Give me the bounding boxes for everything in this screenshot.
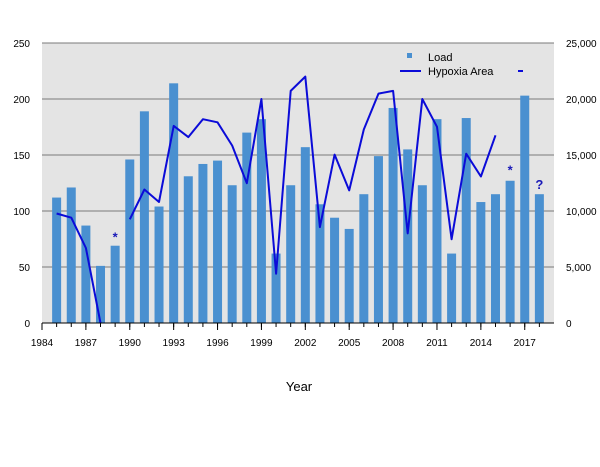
bar xyxy=(227,185,237,323)
x-tick-label: 1984 xyxy=(31,338,54,349)
hypoxia-line-segment xyxy=(56,212,102,324)
x-tick-label: 1987 xyxy=(75,338,98,349)
bar xyxy=(373,156,383,323)
x-tick-label: 2008 xyxy=(382,338,405,349)
y-left-tick-label: 100 xyxy=(13,207,30,218)
bar xyxy=(476,202,486,323)
annotation-mark: ? xyxy=(535,177,543,192)
legend: Load Hypoxia Area xyxy=(400,52,523,78)
bar xyxy=(490,194,500,323)
y-axis-left: 0 50 100 150 200 250 xyxy=(13,39,30,330)
bar xyxy=(286,185,296,323)
annotations: * *? xyxy=(113,162,544,244)
bar xyxy=(96,265,106,323)
bar xyxy=(344,228,354,323)
bar xyxy=(198,163,208,323)
bar xyxy=(256,119,266,323)
y-right-tick-label: 20,000 xyxy=(566,95,597,106)
bar xyxy=(315,204,325,323)
y-right-tick-label: 0 xyxy=(566,319,572,330)
bar xyxy=(154,206,164,323)
y-left-tick-label: 200 xyxy=(13,95,30,106)
bar xyxy=(242,132,252,323)
y-left-tick-label: 250 xyxy=(13,39,30,50)
y-right-tick-label: 25,000 xyxy=(566,39,597,50)
legend-load-swatch xyxy=(407,53,412,58)
y-right-tick-label: 10,000 xyxy=(566,207,597,218)
bar xyxy=(534,194,544,323)
y-left-tick-label: 0 xyxy=(24,319,30,330)
x-tick-label: 2011 xyxy=(426,338,448,349)
bar xyxy=(388,107,398,324)
bar xyxy=(403,149,413,323)
load-bars xyxy=(52,83,544,324)
y-right-tick-label: 5,000 xyxy=(566,263,591,274)
x-tick-label: 2014 xyxy=(470,338,493,349)
bar xyxy=(330,217,340,323)
bar xyxy=(461,118,471,323)
y-left-tick-label: 150 xyxy=(13,151,30,162)
bar xyxy=(169,83,179,323)
y-left-tick-label: 50 xyxy=(19,263,31,274)
bar xyxy=(183,176,193,323)
bar xyxy=(66,187,76,323)
annotation-mark: * xyxy=(508,162,514,177)
bar xyxy=(300,147,310,323)
bar xyxy=(417,185,427,323)
y-axis-right: 0 5,000 10,000 15,000 20,000 25,000 xyxy=(566,39,597,330)
legend-load-label: Load xyxy=(428,52,452,64)
bar xyxy=(359,194,369,323)
bar xyxy=(432,119,442,323)
bar xyxy=(213,160,223,323)
x-tick-label: 1990 xyxy=(119,338,142,349)
x-axis-ticks: 1984 1987 1990 1993 1996 1999 2002 2005 2008 2011… xyxy=(31,323,540,349)
hypoxia-line xyxy=(56,75,497,324)
bar xyxy=(271,253,281,323)
x-axis-title: Year xyxy=(286,379,313,394)
x-tick-label: 2005 xyxy=(338,338,361,349)
bar xyxy=(125,159,135,323)
hypoxia-line-segment xyxy=(128,75,497,275)
x-tick-label: 1996 xyxy=(206,338,229,349)
bar xyxy=(110,245,120,323)
bar xyxy=(520,95,530,323)
bar xyxy=(52,197,62,323)
x-tick-label: 1993 xyxy=(163,338,186,349)
bar xyxy=(81,225,91,323)
x-tick-label: 1999 xyxy=(250,338,273,349)
legend-hypoxia-label: Hypoxia Area xyxy=(428,66,494,78)
y-right-tick-label: 15,000 xyxy=(566,151,597,162)
annotation-mark: * xyxy=(113,230,119,245)
bar xyxy=(447,253,457,323)
bar xyxy=(505,180,515,323)
x-tick-label: 2002 xyxy=(294,338,317,349)
bar xyxy=(139,111,149,323)
x-tick-label: 2017 xyxy=(514,338,537,349)
